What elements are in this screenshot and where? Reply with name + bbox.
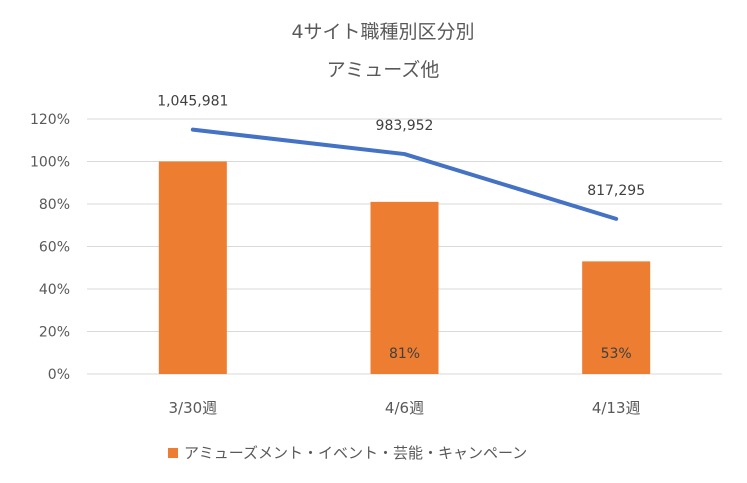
x-tick-label: 3/30週 bbox=[168, 399, 217, 417]
bar bbox=[370, 201, 439, 374]
y-tick-label: 0% bbox=[48, 367, 70, 383]
bar-data-label: 81% bbox=[389, 346, 420, 362]
y-tick-label: 20% bbox=[39, 325, 70, 341]
bar bbox=[158, 161, 227, 374]
x-axis-categories: 3/30週 4/6週 4/13週 bbox=[168, 399, 640, 417]
line-series: 1,045,981 983,952 817,295 bbox=[157, 94, 645, 221]
line-data-label: 1,045,981 bbox=[157, 94, 228, 110]
x-tick-label: 4/13週 bbox=[592, 399, 641, 417]
y-tick-label: 120% bbox=[30, 112, 70, 128]
legend-swatch bbox=[168, 448, 178, 458]
y-tick-label: 80% bbox=[39, 197, 70, 213]
line-data-label: 983,952 bbox=[376, 118, 434, 134]
chart-title: 4サイト職種別区分別 bbox=[291, 21, 474, 43]
y-axis-ticks: 0% 20% 40% 60% 80% 100% 120% bbox=[30, 112, 70, 383]
y-tick-label: 60% bbox=[39, 240, 70, 256]
x-tick-label: 4/6週 bbox=[385, 399, 424, 417]
line-data-label: 817,295 bbox=[587, 183, 645, 199]
bar bbox=[582, 261, 651, 374]
legend-label: アミューズメント・イベント・芸能・キャンペーン bbox=[184, 444, 527, 462]
chart-subtitle: アミューズ他 bbox=[327, 59, 440, 81]
legend: アミューズメント・イベント・芸能・キャンペーン bbox=[168, 444, 527, 462]
y-tick-label: 100% bbox=[30, 155, 70, 171]
line-series-path bbox=[190, 127, 619, 221]
bar-data-label: 53% bbox=[601, 346, 632, 362]
bar-series: 81% 53% bbox=[158, 161, 651, 374]
y-tick-label: 40% bbox=[39, 282, 70, 298]
